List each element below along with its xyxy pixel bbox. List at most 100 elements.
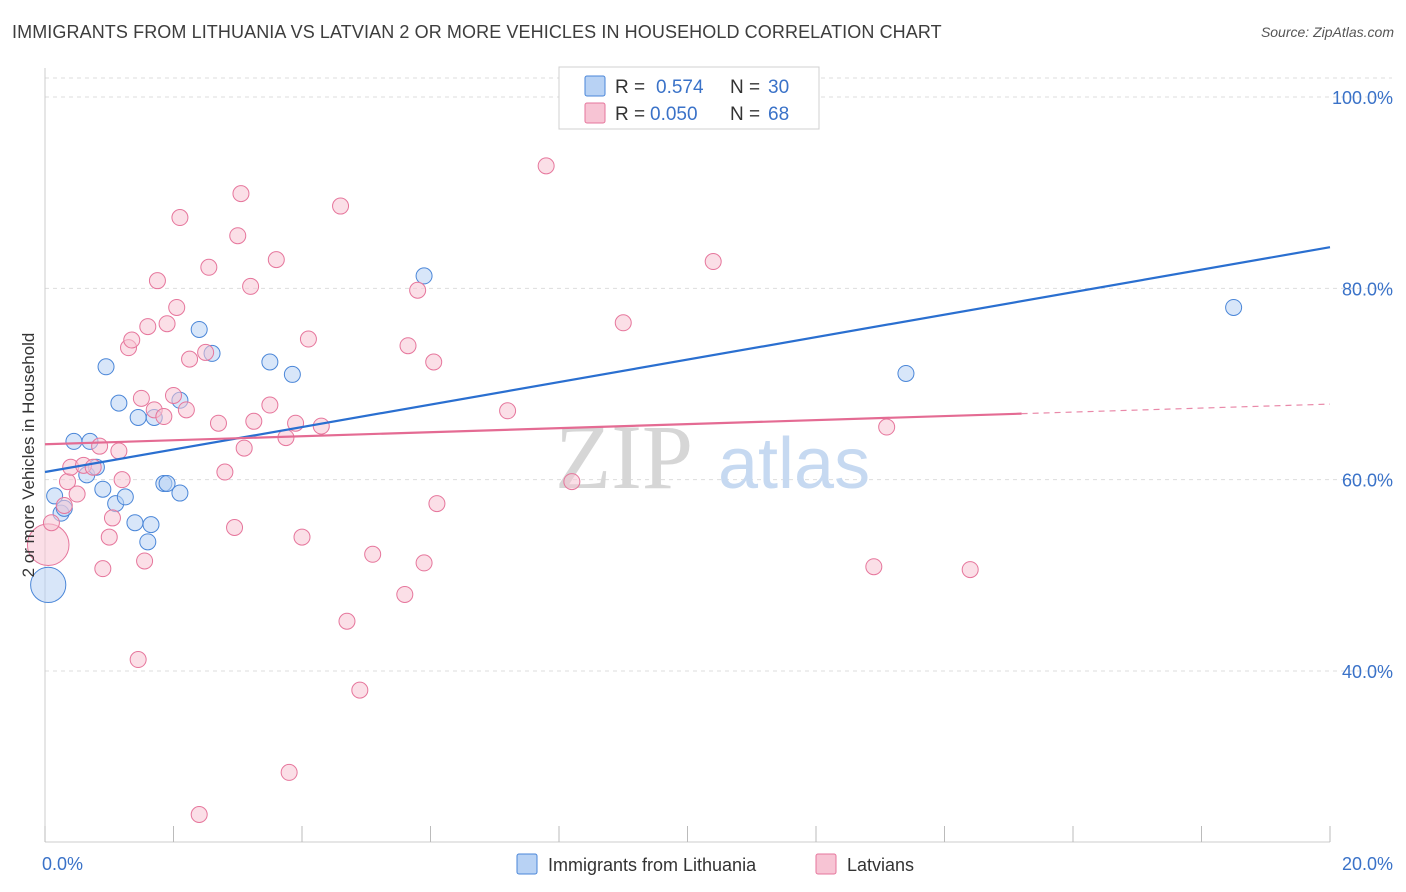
y-tick-label: 80.0%	[1342, 279, 1393, 299]
lithuania-point	[1225, 298, 1243, 316]
latvians-point	[103, 509, 121, 527]
latvians-point	[94, 560, 112, 578]
lithuania-point	[30, 566, 67, 604]
latvians-point	[332, 197, 350, 215]
latvians-point	[499, 402, 517, 420]
x-tick-label: 0.0%	[42, 854, 83, 874]
watermark: ZIP atlas	[555, 406, 870, 508]
series-legend-label-latvians: Latvians	[847, 855, 914, 875]
lithuania-point	[94, 480, 112, 498]
series-legend-label-lithuania: Immigrants from Lithuania	[548, 855, 757, 875]
latvians-trend-line	[44, 412, 1022, 446]
latvians-point	[396, 585, 414, 603]
latvians-point	[299, 330, 317, 348]
lithuania-point	[283, 365, 301, 383]
legend-r-label-1: R =	[615, 77, 645, 98]
latvians-point	[409, 281, 427, 299]
latvians-point	[100, 528, 118, 546]
stats-legend: R = 0.574 N = 30 R = 0.050 N = 68	[558, 66, 820, 130]
latvians-point	[235, 439, 253, 457]
legend-n-value-1: 30	[768, 77, 789, 98]
latvians-point	[364, 545, 382, 563]
lithuania-point	[415, 267, 433, 285]
latvians-point	[165, 386, 182, 404]
latvians-point	[155, 408, 173, 426]
latvians-point	[428, 495, 446, 513]
latvians-point	[197, 343, 215, 361]
latvians-point	[614, 314, 632, 332]
latvians-point	[110, 442, 128, 460]
latvians-point	[312, 417, 330, 435]
lithuania-point	[142, 516, 160, 534]
latvians-point	[865, 558, 883, 576]
y-tick-label: 100.0%	[1332, 88, 1393, 108]
latvians-trend-extension	[1021, 403, 1331, 415]
latvians-point	[338, 612, 356, 630]
latvians-point	[415, 554, 433, 572]
lithuania-point	[116, 488, 134, 506]
latvians-point	[181, 350, 199, 368]
latvians-point	[113, 471, 131, 489]
lithuania-point	[171, 484, 189, 502]
latvians-point	[563, 473, 581, 491]
grid-layer	[45, 77, 1392, 672]
latvians-point	[55, 496, 73, 514]
lithuania-point	[129, 408, 147, 426]
latvians-point	[136, 552, 154, 570]
legend-n-value-2: 68	[768, 104, 789, 125]
axes-layer	[44, 68, 1331, 843]
latvians-point	[242, 277, 260, 295]
latvians-point	[961, 561, 979, 579]
legend-r-label-2: R =	[615, 104, 645, 125]
legend-r-value-2: 0.050	[650, 104, 698, 125]
lithuania-point	[126, 514, 144, 532]
points-layer	[26, 157, 1243, 823]
latvians-point	[704, 253, 722, 271]
latvians-point	[148, 272, 166, 290]
y-tick-label: 40.0%	[1342, 662, 1393, 682]
latvians-point	[267, 251, 285, 269]
latvians-point	[190, 806, 208, 823]
latvians-point	[171, 209, 189, 227]
latvians-point	[129, 651, 147, 669]
x-tick-label: 20.0%	[1342, 854, 1393, 874]
latvians-point	[293, 528, 311, 546]
watermark-zip: ZIP	[555, 406, 693, 508]
lithuania-point	[139, 533, 157, 551]
latvians-point	[177, 401, 195, 419]
latvians-point	[200, 258, 218, 276]
lithuania-point	[261, 353, 279, 371]
latvians-point	[261, 396, 279, 414]
latvians-point	[216, 463, 234, 481]
legend-n-label-1: N =	[730, 77, 760, 98]
latvians-point	[132, 389, 150, 407]
legend-r-value-1: 0.574	[656, 77, 704, 98]
y-axis-title: 2 or more Vehicles in Household	[19, 333, 38, 578]
lithuania-point	[158, 474, 176, 492]
series-legend-swatch-latvians	[815, 853, 837, 875]
latvians-point	[232, 185, 250, 203]
latvians-point	[123, 331, 141, 349]
y-tick-label: 60.0%	[1342, 471, 1393, 491]
latvians-point	[209, 414, 227, 432]
legend-swatch-blue	[584, 75, 606, 97]
latvians-point	[68, 485, 86, 503]
lithuania-point	[65, 432, 83, 450]
series-legend-swatch-lithuania	[516, 853, 538, 875]
labels-layer: 100.0% 80.0% 60.0% 40.0% 0.0% 20.0%	[42, 88, 1393, 874]
series-legend: Immigrants from Lithuania Latvians	[516, 853, 914, 875]
lithuania-point	[190, 320, 208, 338]
latvians-point	[168, 298, 186, 316]
legend-swatch-pink	[584, 102, 606, 124]
latvians-point	[245, 412, 263, 430]
watermark-atlas: atlas	[718, 424, 870, 504]
latvians-point	[399, 337, 417, 355]
latvians-point	[280, 763, 298, 781]
legend-n-label-2: N =	[730, 104, 760, 125]
lithuania-point	[897, 364, 915, 382]
latvians-point	[229, 227, 247, 245]
lithuania-point	[97, 358, 115, 376]
chart-title: IMMIGRANTS FROM LITHUANIA VS LATVIAN 2 O…	[12, 22, 942, 42]
source-credit: Source: ZipAtlas.com	[1260, 24, 1394, 40]
